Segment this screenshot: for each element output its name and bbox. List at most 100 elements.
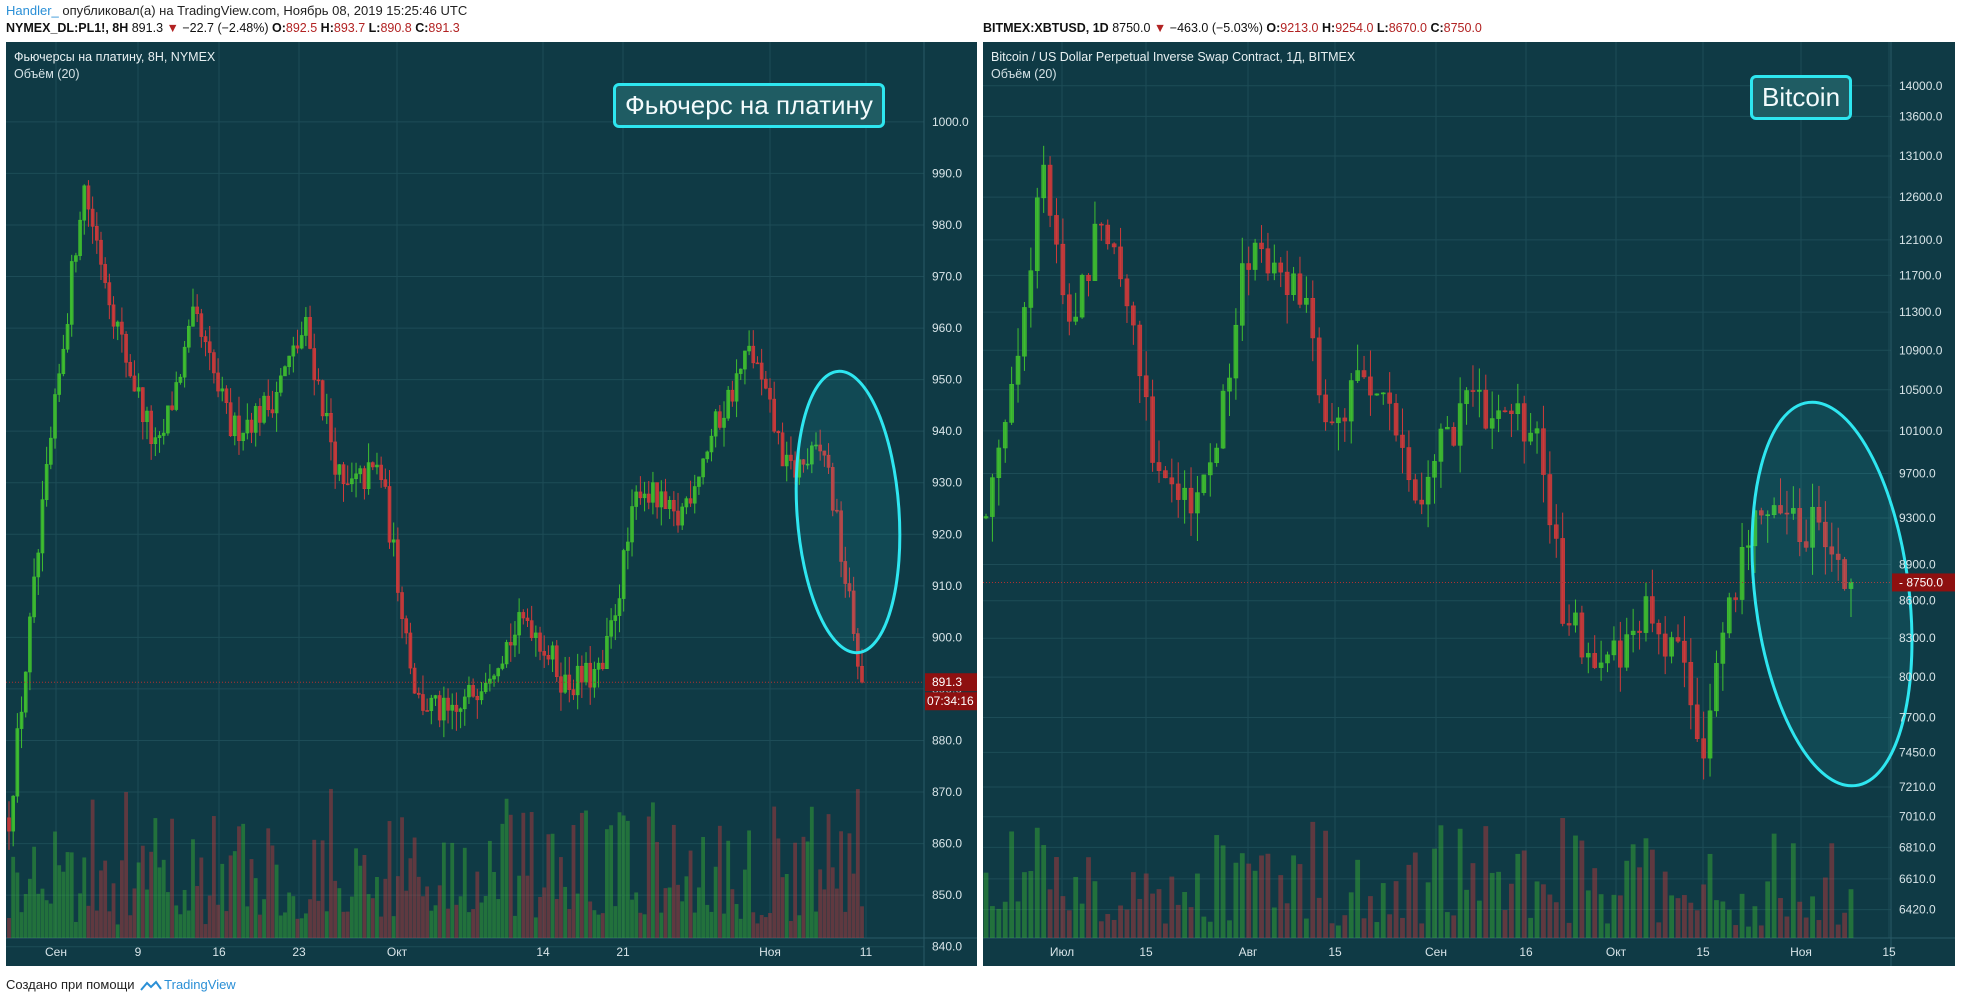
volume-bar <box>684 876 689 938</box>
candle-body <box>458 708 463 712</box>
volume-bar <box>1758 925 1764 938</box>
volume-bar <box>1066 910 1072 938</box>
volume-bar <box>538 896 542 938</box>
volume-bar <box>776 838 781 938</box>
volume-bar <box>1790 843 1796 938</box>
volume-bar <box>1611 894 1617 938</box>
volume-bar <box>333 880 338 938</box>
candle-body <box>1047 164 1053 216</box>
volume-bar <box>814 911 818 938</box>
right-open: 9213.0 <box>1280 21 1319 35</box>
volume-bar <box>462 847 467 938</box>
volume-bar <box>207 895 212 938</box>
candle-body <box>99 239 103 265</box>
candle-body <box>1015 355 1021 385</box>
y-tick-label: 8600.0 <box>1899 594 1936 608</box>
candle-body <box>667 500 672 509</box>
candle-body <box>1726 597 1732 634</box>
candle-body <box>504 642 509 665</box>
volume-bar <box>1560 817 1566 938</box>
platinum-chart-panel[interactable]: 1000.0 990.0 980.0 970.0 960.0 950.0 940.0 930.… <box>6 42 977 966</box>
volume-bar <box>182 889 187 938</box>
candle-body <box>1310 298 1316 339</box>
volume-bar <box>1707 853 1713 938</box>
candle-body <box>1406 447 1412 481</box>
volume-bar <box>554 899 559 938</box>
volume-bar <box>1656 922 1662 938</box>
volume-bar <box>1489 872 1495 938</box>
volume-bar <box>709 911 714 938</box>
tradingview-link[interactable]: TradingView <box>164 977 236 992</box>
candle-body <box>1111 243 1117 248</box>
candle-body <box>11 795 15 832</box>
candle-body <box>400 592 404 619</box>
volume-bar <box>320 840 325 938</box>
annotation-ellipse <box>794 369 902 655</box>
candle-body <box>44 464 49 500</box>
candle-body <box>170 405 174 410</box>
volume-bar <box>571 825 576 938</box>
x-tick-label: Ноя <box>1790 945 1812 959</box>
candle-body <box>232 415 237 437</box>
candle-body <box>718 411 722 428</box>
bitcoin-chart-svg[interactable]: 14000.0 13600.0 13100.0 12600.0 12100.0 11700… <box>983 42 1955 966</box>
candle-body <box>1118 246 1123 280</box>
candle-body <box>115 321 120 327</box>
candle-body <box>835 509 839 512</box>
volume-bar <box>475 871 480 938</box>
candle-body <box>1099 223 1104 226</box>
candle-body <box>1175 483 1181 500</box>
candle-body <box>199 313 204 337</box>
candle-body <box>1483 389 1489 429</box>
volume-bar <box>1098 921 1104 938</box>
volume-bar <box>847 833 852 938</box>
volume-bar <box>625 820 630 938</box>
volume-bar <box>855 789 860 938</box>
volume-bar <box>1694 910 1700 938</box>
candle-body <box>651 482 655 503</box>
volume-bar <box>1156 889 1162 938</box>
volume-bar <box>1022 872 1027 938</box>
volume-bar <box>743 869 747 938</box>
candle-body <box>1624 634 1630 668</box>
y-tick-label: 980.0 <box>932 218 962 232</box>
bitcoin-chart-panel[interactable]: 14000.0 13600.0 13100.0 12600.0 12100.0 11700… <box>983 42 1955 966</box>
volume-bar <box>237 826 241 938</box>
candle-body <box>851 590 856 634</box>
candle-body <box>1823 521 1828 548</box>
volume-bars <box>983 817 1854 938</box>
volume-bar <box>1534 881 1540 938</box>
candle-body <box>1803 541 1809 548</box>
candle-body <box>1054 215 1059 245</box>
candle-body <box>1778 505 1783 514</box>
volume-bar <box>701 836 706 938</box>
volume-bar <box>337 888 342 938</box>
candle-body <box>1733 597 1738 600</box>
candle-body <box>212 352 216 374</box>
right-change: −463.0 (−5.03%) <box>1169 21 1263 35</box>
volume-bar <box>600 913 605 938</box>
candle-body <box>354 473 358 480</box>
platinum-chart-svg[interactable]: 1000.0 990.0 980.0 970.0 960.0 950.0 940.0 930.… <box>6 42 977 966</box>
volume-bar <box>1195 873 1200 938</box>
candle-body <box>145 410 149 422</box>
candle-body <box>350 478 354 485</box>
candle-body <box>1368 376 1373 396</box>
volume-bar <box>584 810 588 938</box>
candle-body <box>1637 630 1642 633</box>
candle-body <box>141 387 145 422</box>
y-tick-label: 11300.0 <box>1899 305 1942 319</box>
candle-body <box>1239 263 1245 326</box>
candle-body <box>713 411 718 437</box>
volume-bar <box>157 867 162 938</box>
volume-bar <box>408 858 413 938</box>
volume-bar <box>1380 883 1386 938</box>
candle-body <box>358 468 363 475</box>
candle-body <box>283 366 287 377</box>
y-tick-label: 6810.0 <box>1899 840 1936 854</box>
author-link[interactable]: Handler_ <box>6 3 59 18</box>
candle-body <box>839 510 843 562</box>
volume-bar <box>103 860 108 938</box>
volume-bar <box>140 845 145 938</box>
candle-body <box>416 692 421 695</box>
